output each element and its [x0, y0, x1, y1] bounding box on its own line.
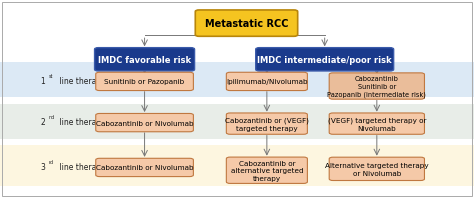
Text: Sunitinib or Pazopanib: Sunitinib or Pazopanib — [104, 79, 185, 85]
FancyBboxPatch shape — [0, 145, 474, 186]
Text: Cabozantinib or (VEGF)
targeted therapy: Cabozantinib or (VEGF) targeted therapy — [225, 117, 309, 131]
Text: line therapy: line therapy — [57, 118, 106, 126]
Text: 1: 1 — [40, 76, 45, 85]
Text: Metastatic RCC: Metastatic RCC — [205, 19, 288, 29]
Text: st: st — [49, 73, 53, 78]
Text: 2: 2 — [40, 118, 45, 126]
Text: IMDC favorable risk: IMDC favorable risk — [98, 56, 191, 64]
FancyBboxPatch shape — [0, 63, 474, 98]
Text: Cabozantinib or Nivolumab: Cabozantinib or Nivolumab — [96, 120, 193, 126]
FancyBboxPatch shape — [226, 157, 307, 184]
Text: Cabozantinib or Nivolumab: Cabozantinib or Nivolumab — [96, 165, 193, 171]
Text: Ipilimumab/Nivolumab: Ipilimumab/Nivolumab — [226, 79, 308, 85]
FancyBboxPatch shape — [96, 158, 193, 177]
Text: IMDC intermediate/poor risk: IMDC intermediate/poor risk — [257, 56, 392, 64]
FancyBboxPatch shape — [226, 113, 307, 135]
FancyBboxPatch shape — [256, 48, 393, 72]
FancyBboxPatch shape — [329, 113, 424, 135]
FancyBboxPatch shape — [96, 73, 193, 91]
Text: 3: 3 — [40, 163, 45, 171]
FancyBboxPatch shape — [94, 48, 194, 72]
Text: Cabozantinib or
alternative targeted
therapy: Cabozantinib or alternative targeted the… — [230, 160, 303, 181]
Text: Cabozantinib
Sunitinib or
Pazopanib (intermediate risk): Cabozantinib Sunitinib or Pazopanib (int… — [328, 76, 426, 97]
FancyBboxPatch shape — [226, 73, 307, 91]
Text: (VEGF) targeted therapy or
Nivolumab: (VEGF) targeted therapy or Nivolumab — [328, 117, 426, 131]
Text: nd: nd — [49, 115, 55, 119]
Text: Alternative targeted therapy
or Nivolumab: Alternative targeted therapy or Nivoluma… — [325, 162, 428, 176]
FancyBboxPatch shape — [195, 11, 298, 37]
FancyBboxPatch shape — [96, 114, 193, 132]
FancyBboxPatch shape — [329, 74, 424, 100]
FancyBboxPatch shape — [0, 104, 474, 139]
Text: rd: rd — [49, 160, 54, 164]
Text: line therapy: line therapy — [57, 163, 106, 171]
FancyBboxPatch shape — [329, 157, 424, 181]
Text: line therapy: line therapy — [57, 76, 106, 85]
